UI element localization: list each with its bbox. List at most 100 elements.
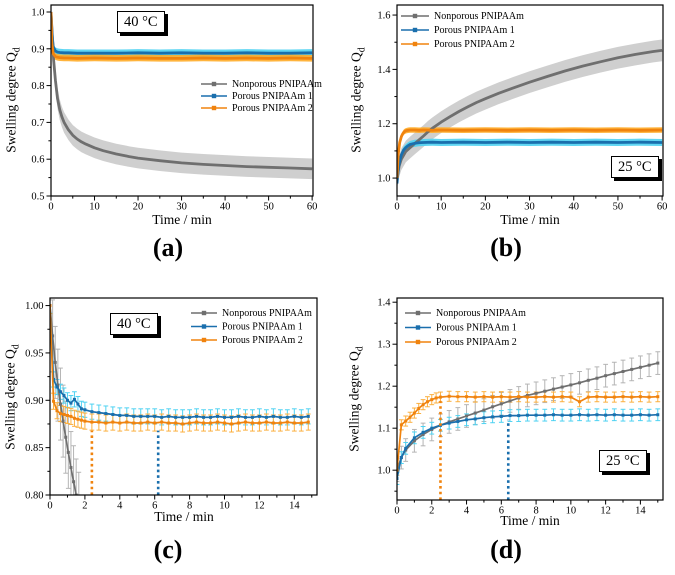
svg-text:4: 4 bbox=[117, 501, 123, 512]
svg-text:10: 10 bbox=[219, 501, 230, 512]
svg-text:12: 12 bbox=[254, 501, 265, 512]
svg-text:4: 4 bbox=[464, 506, 470, 517]
x-axis-title: Time / min bbox=[152, 212, 212, 227]
panel-d: 0 2 4 6 8 10 12 14 1.0 1.1 1.2 1.3 1.4 Nonporous PNIP… bbox=[337, 287, 675, 575]
svg-text:1.0: 1.0 bbox=[377, 466, 390, 477]
svg-text:10: 10 bbox=[436, 202, 447, 213]
legend-entry: Porous PNIPAAm 2 bbox=[436, 337, 517, 348]
error-band bbox=[51, 5, 313, 180]
y-axis-title-text: Swelling degree Q bbox=[346, 351, 362, 452]
panel-a: 0 10 20 30 40 50 60 0.5 0.6 0.7 0.8 0.9 1.0 Nonporous… bbox=[0, 0, 337, 287]
legend-entry: Porous PNIPAAm 1 bbox=[232, 91, 313, 102]
legend-entry: Nonporous PNIPAAm bbox=[232, 79, 322, 90]
panel-b: 0 10 20 30 40 50 60 1.0 1.2 1.4 1.6 Nonporous PNIPA… bbox=[337, 0, 675, 287]
x-axis-title: Time / min bbox=[500, 212, 560, 227]
plot-frame bbox=[49, 297, 318, 496]
axis-tick-labels: 0 10 20 30 40 50 60 0.5 0.6 0.7 0.8 0.9 1.0 bbox=[31, 7, 317, 212]
axis-ticks bbox=[392, 301, 659, 505]
svg-text:1.2: 1.2 bbox=[377, 382, 390, 393]
error-band bbox=[51, 8, 313, 62]
series-line bbox=[51, 11, 313, 60]
series-line bbox=[51, 11, 313, 171]
series-markers bbox=[397, 413, 660, 481]
legend: Nonporous PNIPAAm Porous PNIPAAm 1 Porous … bbox=[401, 11, 524, 50]
svg-text:0: 0 bbox=[394, 506, 399, 517]
series-line bbox=[397, 49, 663, 179]
svg-text:0.95: 0.95 bbox=[25, 348, 43, 359]
legend-entry: Porous PNIPAAm 1 bbox=[222, 322, 303, 333]
svg-text:1.0: 1.0 bbox=[377, 174, 390, 185]
svg-text:0.6: 0.6 bbox=[31, 155, 44, 166]
svg-text:10: 10 bbox=[566, 506, 577, 517]
svg-text:1.3: 1.3 bbox=[377, 340, 390, 351]
y-axis-title-text: Swelling degree Q bbox=[348, 52, 364, 153]
chart-d: 0 2 4 6 8 10 12 14 1.0 1.1 1.2 1.3 1.4 Nonporous PNIP… bbox=[377, 297, 664, 517]
svg-text:1.4: 1.4 bbox=[377, 298, 391, 309]
svg-text:1.4: 1.4 bbox=[377, 65, 391, 76]
plot-frame bbox=[396, 4, 664, 197]
panel-letter: (b) bbox=[490, 233, 522, 262]
y-axis-title-subscript: d bbox=[354, 346, 366, 352]
series-line bbox=[397, 140, 663, 184]
series-line bbox=[397, 128, 663, 179]
error-band bbox=[51, 8, 313, 57]
svg-text:12: 12 bbox=[600, 506, 611, 517]
svg-text:1.1: 1.1 bbox=[377, 424, 390, 435]
panel-letter: (d) bbox=[490, 535, 522, 564]
error-band bbox=[397, 127, 663, 181]
svg-text:50: 50 bbox=[263, 202, 274, 213]
svg-text:0.80: 0.80 bbox=[25, 491, 43, 502]
y-axis-title: Swelling degree Qd bbox=[3, 344, 22, 449]
temperature-label: 40 °C bbox=[110, 313, 158, 335]
svg-text:0.5: 0.5 bbox=[31, 192, 44, 203]
legend-entry: Nonporous PNIPAAm bbox=[434, 11, 524, 22]
axis-tick-labels: 0 10 20 30 40 50 60 1.0 1.2 1.4 1.6 bbox=[377, 11, 667, 213]
panel-letter: (a) bbox=[152, 233, 184, 262]
y-axis-title: Swelling degree Qd bbox=[347, 346, 366, 451]
svg-text:0.85: 0.85 bbox=[25, 443, 43, 454]
svg-text:0.8: 0.8 bbox=[31, 81, 44, 92]
axis-ticks bbox=[392, 14, 663, 201]
legend-entry: Porous PNIPAAm 2 bbox=[222, 335, 303, 346]
error-bars bbox=[397, 408, 661, 485]
legend-entry: Nonporous PNIPAAm bbox=[222, 308, 312, 319]
panel-c: 0 2 4 6 8 10 12 14 0.80 0.85 0.90 0.95 1.00 Nonporous… bbox=[0, 287, 337, 575]
svg-text:20: 20 bbox=[133, 202, 144, 213]
svg-text:1.6: 1.6 bbox=[377, 11, 390, 22]
svg-text:6: 6 bbox=[152, 501, 157, 512]
svg-text:20: 20 bbox=[480, 202, 491, 213]
y-axis-title-subscript: d bbox=[10, 344, 22, 350]
x-axis-title: Time / min bbox=[154, 509, 214, 524]
y-axis-title-subscript: d bbox=[356, 47, 368, 53]
legend-entry: Porous PNIPAAm 2 bbox=[434, 39, 515, 50]
series-markers bbox=[397, 394, 660, 472]
y-axis-title-text: Swelling degree Q bbox=[3, 52, 19, 153]
svg-text:1.0: 1.0 bbox=[31, 7, 44, 18]
svg-text:0.9: 0.9 bbox=[31, 44, 44, 55]
series-markers bbox=[50, 304, 310, 419]
temperature-label: 25 °C bbox=[599, 450, 647, 472]
svg-text:40: 40 bbox=[568, 202, 579, 213]
svg-text:60: 60 bbox=[307, 202, 318, 213]
plot-area bbox=[397, 351, 661, 500]
legend-entry: Porous PNIPAAm 2 bbox=[232, 103, 313, 114]
chart-a: 0 10 20 30 40 50 60 0.5 0.6 0.7 0.8 0.9 1.0 Nonporous… bbox=[31, 4, 322, 213]
svg-text:1.00: 1.00 bbox=[25, 301, 43, 312]
legend: Nonporous PNIPAAm Porous PNIPAAm 1 Porous … bbox=[191, 308, 312, 346]
svg-text:60: 60 bbox=[657, 202, 668, 213]
chart-b: 0 10 20 30 40 50 60 1.0 1.2 1.4 1.6 Nonporous PNIPA… bbox=[377, 4, 667, 213]
svg-text:2: 2 bbox=[82, 501, 87, 512]
temperature-label: 40 °C bbox=[117, 11, 165, 33]
chart-c: 0 2 4 6 8 10 12 14 0.80 0.85 0.90 0.95 1.00 Nonporous… bbox=[25, 297, 318, 512]
svg-text:50: 50 bbox=[613, 202, 624, 213]
svg-text:30: 30 bbox=[524, 202, 535, 213]
axis-tick-labels: 0 2 4 6 8 10 12 14 0.80 0.85 0.90 0.95 1.00 bbox=[25, 301, 300, 511]
svg-text:8: 8 bbox=[187, 501, 192, 512]
series-line bbox=[50, 305, 78, 495]
legend-entry: Porous PNIPAAm 1 bbox=[434, 25, 515, 36]
svg-text:1.2: 1.2 bbox=[377, 119, 390, 130]
y-axis-title-text: Swelling degree Q bbox=[2, 349, 18, 450]
